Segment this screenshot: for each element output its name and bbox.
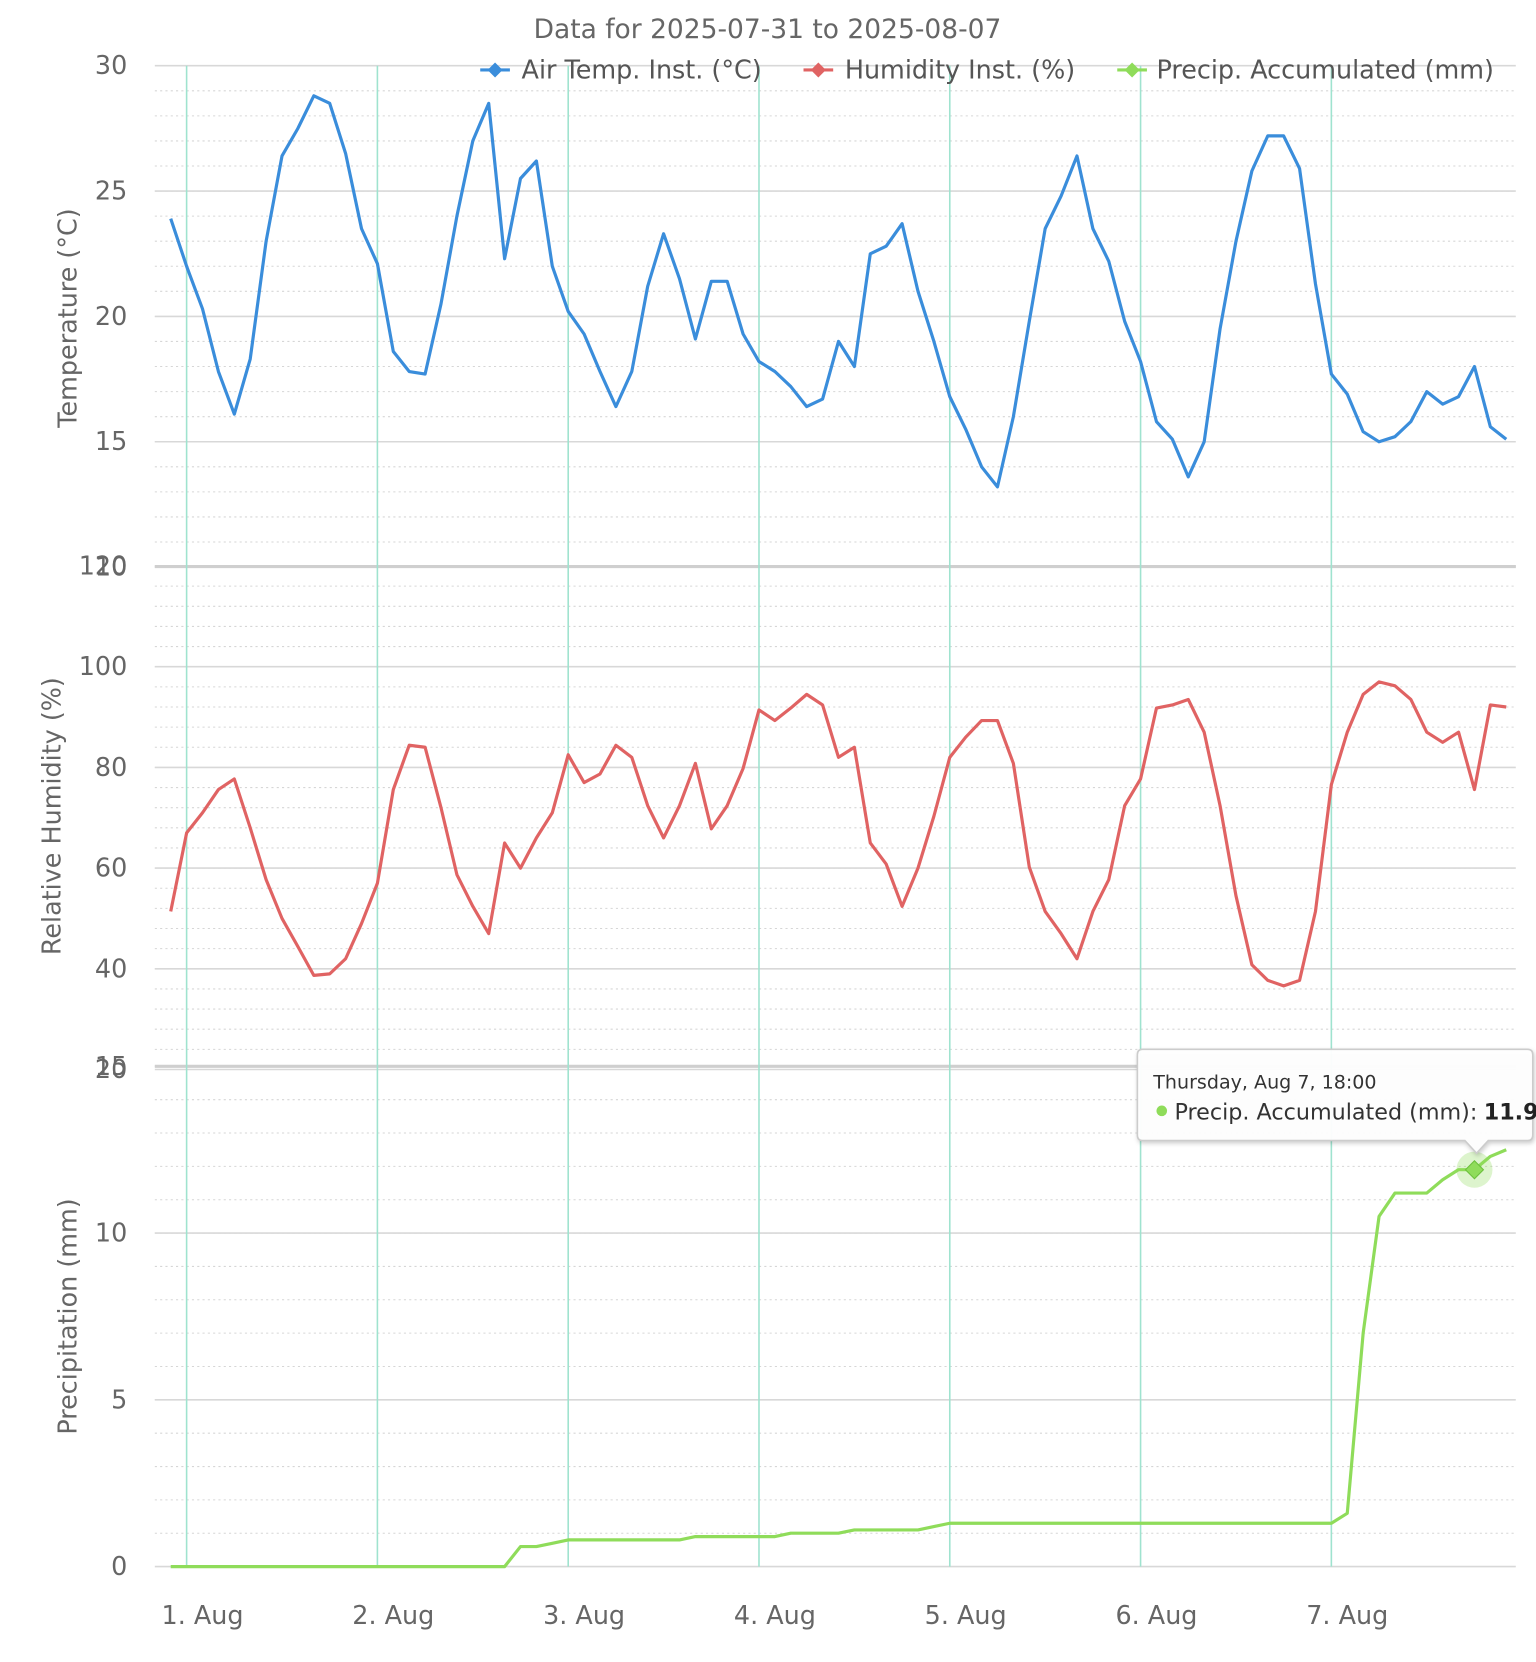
tooltip-value: 11.9 [1484, 1099, 1536, 1125]
legend-marker [1124, 62, 1140, 78]
y-tick-label: 15 [95, 426, 127, 456]
y-tick-label: 40 [95, 953, 127, 983]
legend-label: Precip. Accumulated (mm) [1156, 54, 1493, 84]
y-tick-label: 20 [95, 1054, 127, 1084]
tooltip-box [1136, 1048, 1534, 1155]
y-axis-title: Temperature (°C) [52, 208, 82, 428]
legend-marker [487, 62, 503, 78]
y-tick-label: 0 [111, 1551, 127, 1581]
series-line [170, 1148, 1507, 1569]
y-tick-label: 80 [95, 752, 127, 782]
y-tick-label: 60 [95, 853, 127, 883]
y-tick-label: 10 [95, 1218, 127, 1248]
x-tick-label: 2. Aug [352, 1600, 434, 1630]
y-tick-label: 100 [79, 651, 128, 681]
series-line [169, 94, 1508, 489]
x-tick-label: 7. Aug [1306, 1600, 1388, 1630]
x-tick-label: 6. Aug [1115, 1600, 1197, 1630]
tooltip: Thursday, Aug 7, 18:00 Precip. Accumulate… [1136, 1048, 1536, 1155]
y-tick-label: 25 [95, 176, 127, 206]
y-tick-label: 120 [79, 550, 128, 580]
y-tick-label: 30 [95, 50, 127, 80]
chart-title: Data for 2025-07-31 to 2025-08-07 [534, 14, 1002, 45]
y-tick-label: 10 [95, 552, 127, 582]
series-line [169, 680, 1507, 988]
x-tick-label: 5. Aug [925, 1600, 1007, 1630]
legend-marker [810, 62, 826, 78]
tooltip-title: Thursday, Aug 7, 18:00 [1152, 1072, 1376, 1094]
tooltip-text: Precip. Accumulated (mm): 11.9 [1174, 1099, 1536, 1125]
x-tick-label: 3. Aug [543, 1600, 625, 1630]
legend-label: Humidity Inst. (%) [845, 54, 1075, 84]
grid [154, 64, 1516, 1568]
y-tick-label: 5 [111, 1384, 127, 1414]
y-tick-label: 20 [95, 301, 127, 331]
tooltip-label: Precip. Accumulated (mm): [1174, 1099, 1477, 1125]
tooltip-bullet [1156, 1105, 1168, 1117]
legend-label: Air Temp. Inst. (°C) [522, 54, 762, 84]
y3-axis-title: Precipitation (mm) [52, 1198, 82, 1434]
y2-axis-title: Relative Humidity (%) [36, 677, 66, 955]
x-tick-label: 4. Aug [734, 1600, 816, 1630]
y-tick-label: 15 [95, 1051, 127, 1081]
x-tick-label: 1. Aug [162, 1600, 244, 1630]
hover-marker [1464, 1159, 1485, 1180]
